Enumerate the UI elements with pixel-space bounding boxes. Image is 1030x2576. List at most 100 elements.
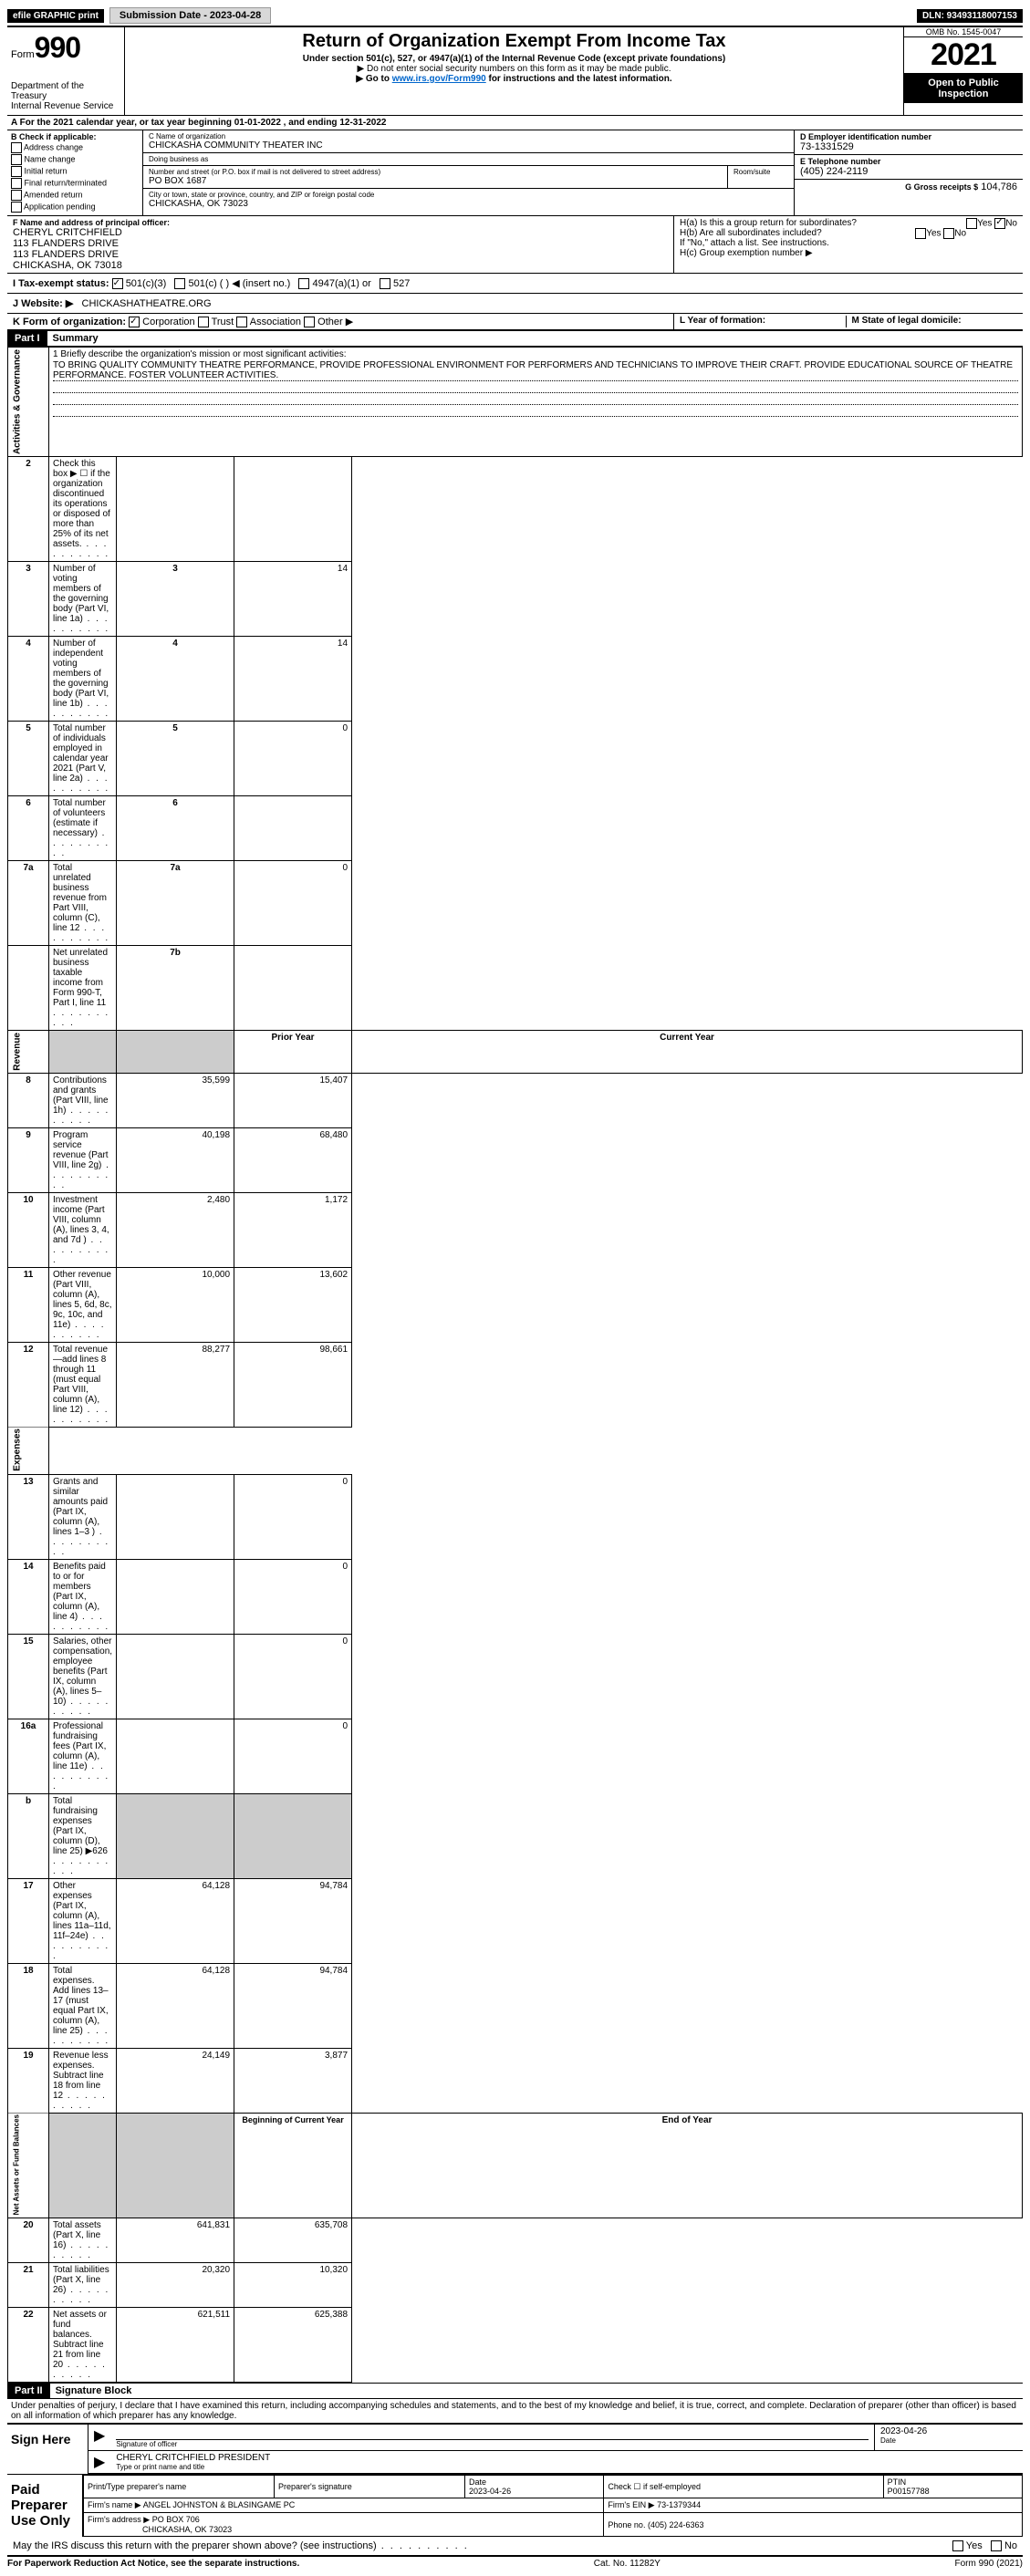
table-row: 14Benefits paid to or for members (Part … bbox=[8, 1559, 1023, 1634]
top-bar: efile GRAPHIC print Submission Date - 20… bbox=[7, 7, 1023, 24]
prep-h4: Check ☐ if self-employed bbox=[604, 2476, 883, 2498]
form-word: Form bbox=[11, 49, 35, 60]
title-cell: Return of Organization Exempt From Incom… bbox=[125, 27, 903, 115]
efile-label: efile GRAPHIC print bbox=[7, 9, 104, 23]
website: CHICKASHATHEATRE.ORG bbox=[82, 298, 212, 309]
vert-gov: Activities & Governance bbox=[8, 348, 49, 457]
footer: For Paperwork Reduction Act Notice, see … bbox=[7, 2556, 1023, 2569]
chk-initial[interactable]: Initial return bbox=[11, 166, 139, 177]
paid-prep-label: Paid Preparer Use Only bbox=[7, 2475, 83, 2537]
g-label: G Gross receipts $ bbox=[905, 182, 978, 192]
hb-row: H(b) Are all subordinates included? Yes … bbox=[680, 228, 1017, 238]
sign-here-label: Sign Here bbox=[7, 2425, 88, 2474]
prep-h1: Print/Type preparer's name bbox=[84, 2476, 275, 2498]
ein: 73-1331529 bbox=[800, 141, 1017, 152]
c-name-label: C Name of organization bbox=[149, 132, 788, 140]
year-cell: OMB No. 1545-0047 2021 Open to Public In… bbox=[903, 27, 1023, 115]
addr-label: Number and street (or P.O. box if mail i… bbox=[149, 168, 722, 176]
table-row: 8Contributions and grants (Part VIII, li… bbox=[8, 1073, 1023, 1127]
end-year-hdr: End of Year bbox=[352, 2113, 1023, 2218]
form-ref: Form 990 (2021) bbox=[955, 2559, 1023, 2569]
part1-header: Part I Summary bbox=[7, 330, 1023, 347]
preparer-table: Print/Type preparer's name Preparer's si… bbox=[83, 2475, 1023, 2537]
j-row: J Website: ▶ CHICKASHATHEATRE.ORG bbox=[7, 294, 1023, 314]
table-row: 7aTotal unrelated business revenue from … bbox=[8, 861, 1023, 946]
table-row: 13Grants and similar amounts paid (Part … bbox=[8, 1474, 1023, 1559]
current-year-hdr: Current Year bbox=[352, 1031, 1023, 1074]
firm-addr: CHICKASHA, OK 73023 bbox=[142, 2525, 232, 2534]
officer-typed: CHERYL CRITCHFIELD PRESIDENT bbox=[116, 2453, 1017, 2463]
firm-phone: (405) 224-6363 bbox=[648, 2520, 704, 2529]
table-row: bTotal fundraising expenses (Part IX, co… bbox=[8, 1793, 1023, 1878]
i-row: I Tax-exempt status: 501(c)(3) 501(c) ( … bbox=[7, 274, 1023, 294]
arrow-icon: ▶ bbox=[88, 2425, 110, 2450]
arrow-icon: ▶ bbox=[88, 2451, 110, 2473]
vert-rev: Revenue bbox=[8, 1031, 49, 1074]
open-public: Open to Public Inspection bbox=[904, 74, 1023, 103]
part2-header: Part II Signature Block bbox=[7, 2383, 1023, 2399]
note2: ▶ Go to www.irs.gov/Form990 for instruct… bbox=[130, 74, 898, 84]
sign-block: Sign Here ▶ Signature of officer 2023-04… bbox=[7, 2423, 1023, 2474]
table-row: 9Program service revenue (Part VIII, lin… bbox=[8, 1127, 1023, 1192]
prep-h2: Preparer's signature bbox=[275, 2476, 465, 2498]
form-number-cell: Form 990 Department of the Treasury Inte… bbox=[7, 27, 125, 115]
dba-label: Doing business as bbox=[149, 155, 788, 163]
form-title: Return of Organization Exempt From Incom… bbox=[130, 31, 898, 52]
chk-name[interactable]: Name change bbox=[11, 154, 139, 165]
ha-row: H(a) Is this a group return for subordin… bbox=[680, 218, 1017, 228]
f-label: F Name and address of principal officer: bbox=[13, 218, 668, 227]
submission-date[interactable]: Submission Date - 2023-04-28 bbox=[109, 7, 271, 24]
chk-final[interactable]: Final return/terminated bbox=[11, 178, 139, 189]
irs-label: Internal Revenue Service bbox=[11, 101, 120, 111]
hb-note: If "No," attach a list. See instructions… bbox=[680, 238, 1017, 248]
table-row: 11Other revenue (Part VIII, column (A), … bbox=[8, 1267, 1023, 1342]
beg-year-hdr: Beginning of Current Year bbox=[234, 2113, 352, 2218]
d-label: D Employer identification number bbox=[800, 132, 1017, 141]
firm-name: ANGEL JOHNSTON & BLASINGAME PC bbox=[143, 2500, 296, 2509]
b-label: B Check if applicable: bbox=[11, 132, 139, 141]
section-b: B Check if applicable: Address change Na… bbox=[7, 130, 1023, 216]
e-label: E Telephone number bbox=[800, 157, 1017, 166]
table-row: 18Total expenses. Add lines 13–17 (must … bbox=[8, 1963, 1023, 2048]
chk-pending[interactable]: Application pending bbox=[11, 202, 139, 213]
part1-num: Part I bbox=[7, 331, 47, 346]
mission-text: TO BRING QUALITY COMMUNITY THEATRE PERFO… bbox=[53, 360, 1018, 381]
irs-link[interactable]: www.irs.gov/Form990 bbox=[392, 74, 486, 84]
officer-name: CHERYL CRITCHFIELD bbox=[13, 227, 668, 238]
f-row: F Name and address of principal officer:… bbox=[7, 216, 1023, 274]
table-row: 3Number of voting members of the governi… bbox=[8, 562, 1023, 637]
klm-row: K Form of organization: Corporation Trus… bbox=[7, 314, 1023, 330]
city-val: CHICKASHA, OK 73023 bbox=[149, 199, 788, 209]
gross-receipts: 104,786 bbox=[981, 182, 1017, 192]
table-row: 10Investment income (Part VIII, column (… bbox=[8, 1192, 1023, 1267]
subtitle: Under section 501(c), 527, or 4947(a)(1)… bbox=[130, 54, 898, 64]
firm-ein: 73-1379344 bbox=[657, 2500, 701, 2509]
sig-date: 2023-04-26 bbox=[880, 2426, 1017, 2436]
chk-address[interactable]: Address change bbox=[11, 142, 139, 153]
sig-date-label: Date bbox=[880, 2436, 1017, 2445]
tax-year: 2021 bbox=[904, 36, 1023, 74]
officer-l2: 113 FLANDERS DRIVE bbox=[13, 249, 668, 260]
officer-l3: CHICKASHA, OK 73018 bbox=[13, 260, 668, 271]
chk-amended[interactable]: Amended return bbox=[11, 190, 139, 201]
room-label: Room/suite bbox=[733, 168, 788, 176]
table-row: 12Total revenue—add lines 8 through 11 (… bbox=[8, 1342, 1023, 1427]
sig-officer-label: Signature of officer bbox=[116, 2440, 869, 2448]
form-header: Form 990 Department of the Treasury Inte… bbox=[7, 26, 1023, 116]
org-name: CHICKASHA COMMUNITY THEATER INC bbox=[149, 140, 788, 151]
prep-date: 2023-04-26 bbox=[469, 2487, 511, 2496]
part1-title: Summary bbox=[47, 333, 99, 344]
part2-title: Signature Block bbox=[50, 2385, 132, 2396]
phone: (405) 224-2119 bbox=[800, 166, 1017, 177]
vert-exp: Expenses bbox=[8, 1427, 49, 1474]
cat-no: Cat. No. 11282Y bbox=[594, 2559, 661, 2569]
name-col: C Name of organization CHICKASHA COMMUNI… bbox=[143, 130, 794, 215]
table-row: 2Check this box ▶ ☐ if the organization … bbox=[8, 457, 1023, 562]
table-row: 17Other expenses (Part IX, column (A), l… bbox=[8, 1878, 1023, 1963]
a-line: A For the 2021 calendar year, or tax yea… bbox=[7, 116, 1023, 130]
table-row: 16aProfessional fundraising fees (Part I… bbox=[8, 1719, 1023, 1793]
summary-table: Activities & Governance 1 Briefly descri… bbox=[7, 347, 1023, 2383]
dln-label: DLN: 93493118007153 bbox=[917, 9, 1023, 23]
may-discuss-row: May the IRS discuss this return with the… bbox=[7, 2537, 1023, 2556]
vert-net: Net Assets or Fund Balances bbox=[8, 2113, 49, 2218]
